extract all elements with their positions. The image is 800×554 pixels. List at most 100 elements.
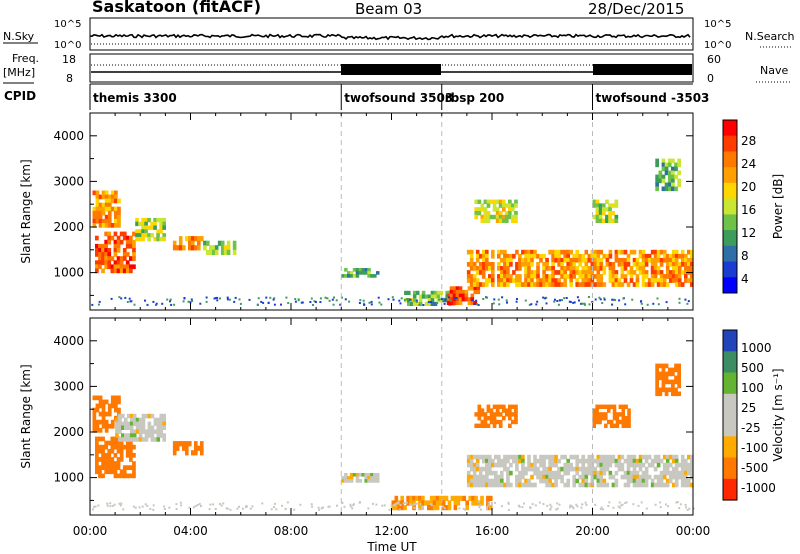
- data-cell: [135, 437, 140, 442]
- data-cell: [680, 249, 685, 255]
- data-cell: [476, 303, 479, 306]
- data-cell: [478, 466, 483, 472]
- data-cell: [395, 502, 398, 505]
- data-cell: [220, 504, 223, 507]
- data-cell: [536, 278, 540, 283]
- data-cell: [481, 270, 486, 275]
- data-cell: [162, 413, 166, 419]
- data-cell: [629, 274, 634, 279]
- data-cell: [492, 423, 497, 428]
- data-cell: [508, 207, 512, 212]
- data-cell: [197, 245, 201, 251]
- data-cell: [572, 274, 576, 279]
- data-cell: [110, 419, 115, 425]
- data-cell: [501, 218, 506, 223]
- data-cell: [503, 466, 507, 472]
- data-cell: [641, 274, 646, 279]
- data-cell: [115, 433, 119, 438]
- data-cell: [607, 419, 611, 425]
- data-cell: [110, 444, 115, 450]
- data-cell: [611, 278, 616, 283]
- data-cell: [624, 416, 628, 421]
- data-cell: [668, 262, 673, 267]
- data-cell: [129, 457, 133, 462]
- data-cell: [98, 223, 103, 228]
- data-cell: [644, 458, 649, 464]
- data-cell: [461, 289, 466, 295]
- data-cell: [527, 466, 531, 472]
- data-cell: [472, 462, 477, 468]
- data-cell: [120, 502, 123, 505]
- data-cell: [527, 257, 531, 263]
- data-cell: [475, 253, 480, 259]
- data-cell: [172, 450, 177, 456]
- data-cell: [595, 218, 600, 223]
- data-cell: [623, 274, 628, 279]
- data-cell: [494, 482, 498, 488]
- data-cell: [674, 278, 679, 283]
- data-cell: [436, 290, 441, 295]
- data-cell: [95, 248, 99, 253]
- data-cell: [572, 270, 576, 275]
- data-cell: [506, 270, 510, 275]
- data-cell: [590, 270, 595, 275]
- data-cell: [153, 217, 157, 223]
- data-cell: [598, 404, 602, 409]
- data-cell: [438, 298, 441, 301]
- data-cell: [150, 225, 154, 230]
- data-cell: [185, 441, 189, 447]
- data-cell: [581, 466, 585, 472]
- data-cell: [479, 504, 482, 507]
- data-cell: [110, 395, 115, 401]
- data-cell: [355, 274, 360, 278]
- data-cell: [453, 297, 456, 300]
- data-cell: [551, 458, 555, 464]
- data-cell: [661, 186, 666, 192]
- data-cell: [661, 371, 666, 377]
- data-cell: [104, 206, 109, 212]
- data-cell: [498, 423, 503, 428]
- data-cell: [587, 278, 592, 283]
- data-cell: [95, 202, 100, 208]
- data-cell: [441, 495, 446, 501]
- data-cell: [684, 257, 688, 263]
- data-cell: [554, 470, 558, 476]
- data-cell: [472, 470, 477, 476]
- data-cell: [492, 199, 497, 204]
- data-cell: [432, 495, 437, 501]
- data-cell: [690, 462, 694, 468]
- data-cell: [162, 225, 166, 230]
- colorbar-tick-label: 100: [741, 381, 764, 395]
- data-cell: [449, 286, 454, 291]
- data-cell: [443, 302, 446, 305]
- data-cell: [355, 473, 360, 477]
- data-cell: [674, 462, 679, 468]
- data-cell: [138, 425, 143, 430]
- data-cell: [542, 466, 546, 472]
- data-cell: [138, 233, 142, 238]
- data-cell: [521, 282, 525, 287]
- data-cell: [593, 266, 598, 271]
- data-cell: [671, 474, 676, 480]
- data-cell: [110, 457, 115, 462]
- data-cell: [135, 229, 139, 234]
- data-cell: [667, 379, 672, 385]
- data-cell: [421, 507, 424, 510]
- data-cell: [435, 505, 440, 511]
- data-cell: [113, 239, 118, 245]
- data-cell: [107, 239, 112, 245]
- data-cell: [665, 478, 670, 484]
- data-cell: [560, 257, 564, 263]
- data-cell: [125, 235, 130, 241]
- data-cell: [684, 458, 688, 464]
- data-cell: [152, 508, 155, 511]
- data-cell: [641, 474, 646, 480]
- data-cell: [629, 462, 634, 468]
- data-cell: [676, 501, 679, 504]
- data-cell: [477, 501, 480, 504]
- data-cell: [232, 240, 237, 246]
- data-cell: [665, 253, 670, 259]
- data-cell: [409, 298, 412, 301]
- data-cell: [475, 299, 478, 302]
- data-cell: [635, 462, 640, 468]
